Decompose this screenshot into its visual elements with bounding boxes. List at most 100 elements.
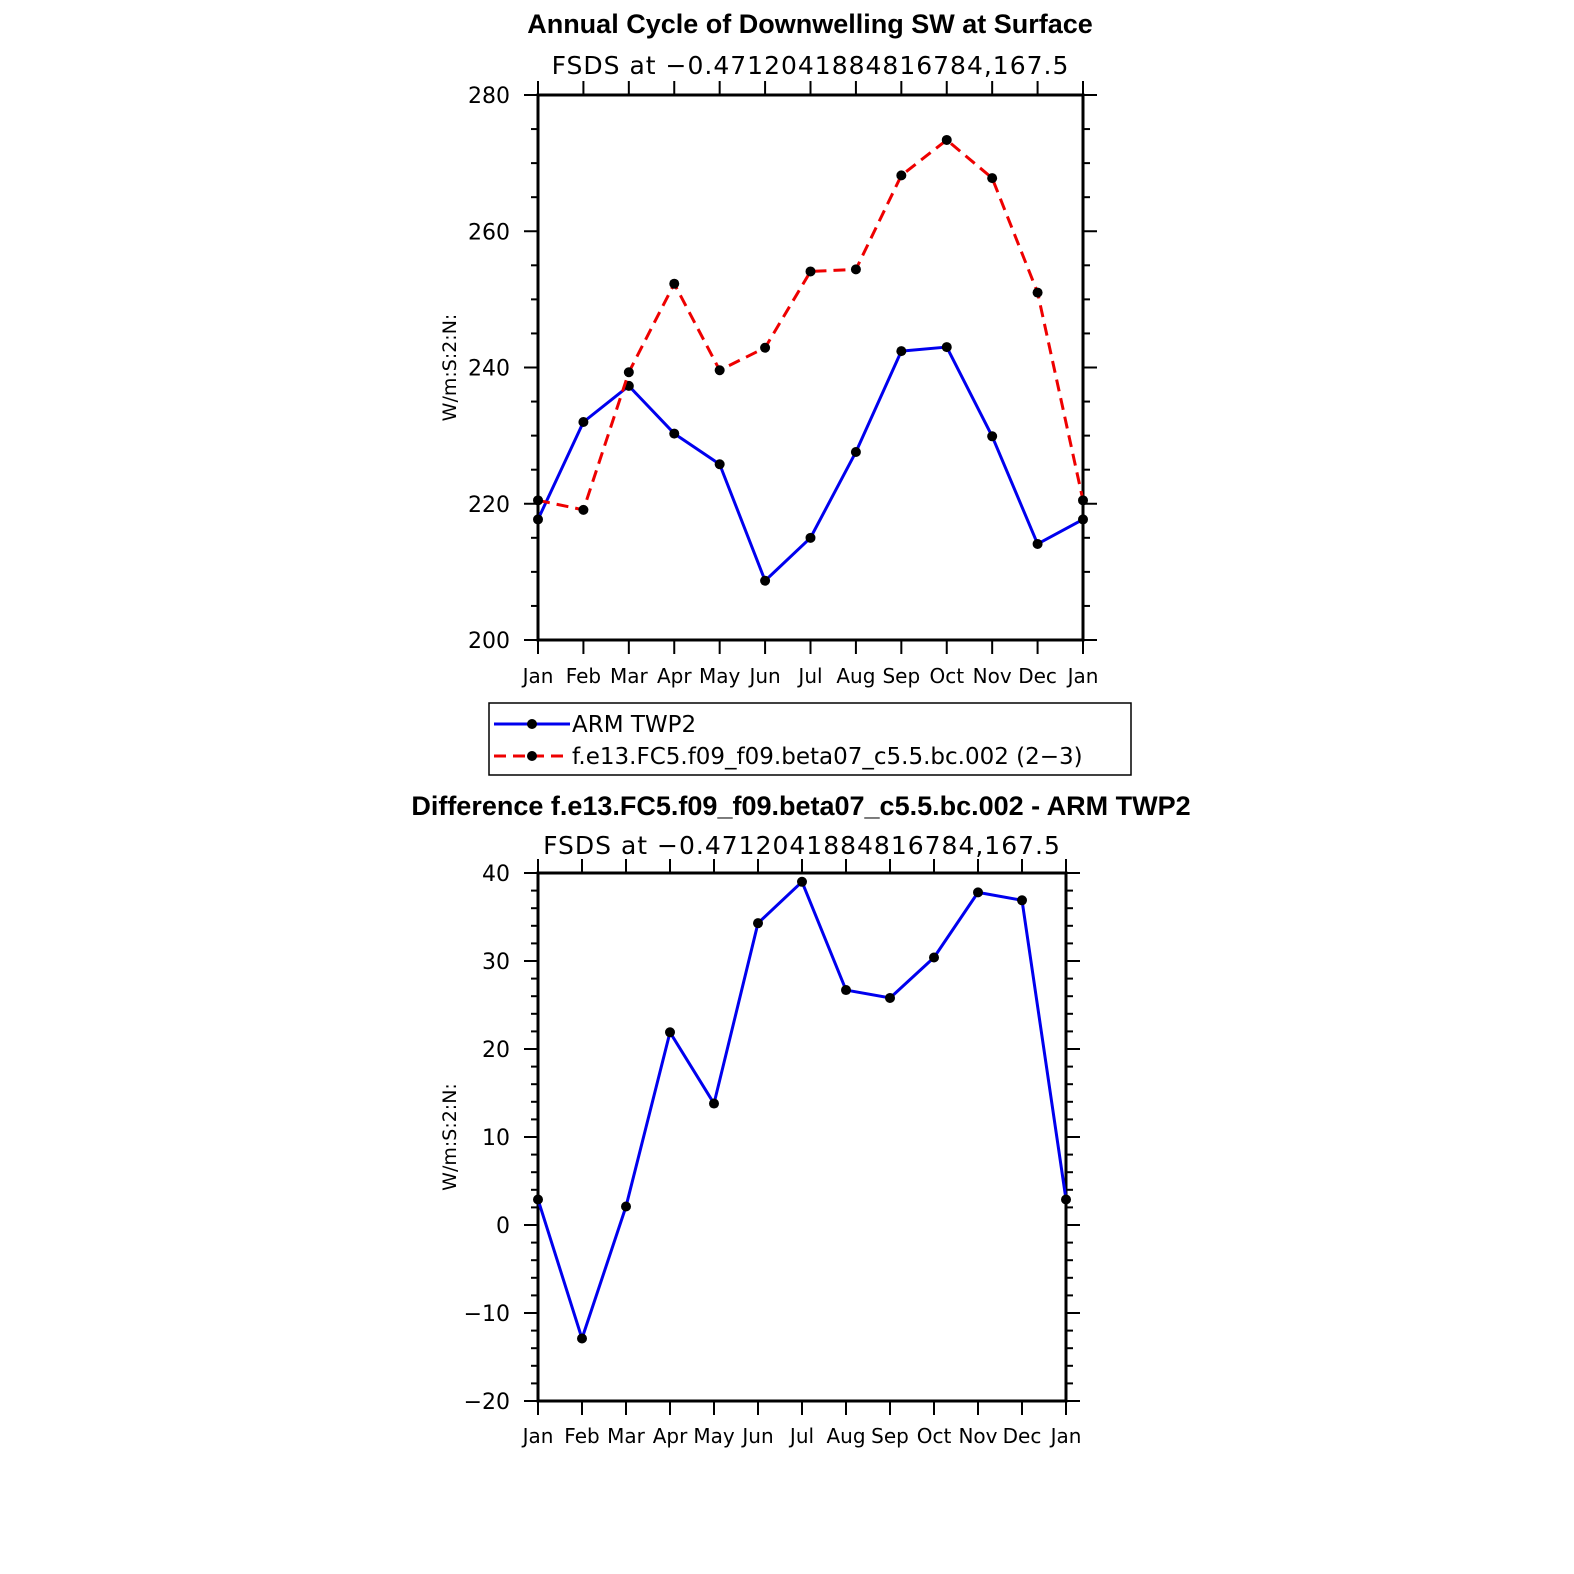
- data-point: [533, 514, 543, 525]
- series-0: [533, 342, 1088, 586]
- data-point: [753, 918, 763, 929]
- y-tick-label: 200: [468, 629, 510, 654]
- data-point: [577, 1333, 587, 1344]
- chart-title: Annual Cycle of Downwelling SW at Surfac…: [527, 9, 1093, 39]
- data-point: [669, 278, 680, 289]
- chart-subtitle: FSDS at −0.4712041884816784,167.5: [543, 831, 1061, 860]
- x-tick-label: Oct: [917, 1424, 952, 1448]
- y-tick-label: 260: [468, 220, 510, 245]
- series-line: [536, 880, 1068, 1341]
- x-tick-label: Mar: [607, 1424, 646, 1448]
- x-tick-label: Aug: [836, 664, 875, 688]
- y-tick-label: 30: [482, 950, 510, 975]
- data-point: [1017, 895, 1027, 906]
- plot-area: −20 −10 0 10 20 30 40 Jan Feb Mar Apr May Jun Jul Aug S…: [464, 859, 1082, 1448]
- x-tick-label: Jan: [521, 664, 554, 688]
- difference-panel: Difference f.e13.FC5.f09_f09.beta07_c5.5…: [411, 791, 1190, 1448]
- y-tick-label: −10: [464, 1302, 510, 1327]
- x-tick-label: Aug: [826, 1424, 865, 1448]
- x-tick-label: Dec: [1003, 1424, 1042, 1448]
- x-tick-label: Jan: [1066, 664, 1099, 688]
- legend-label-arm: ARM TWP2: [572, 712, 696, 738]
- x-tick-label: Feb: [564, 1424, 599, 1448]
- data-point: [987, 173, 998, 184]
- x-tick-label: Nov: [958, 1424, 997, 1448]
- x-tick-label: Jun: [747, 664, 780, 688]
- x-tick-label: Sep: [882, 664, 920, 688]
- data-point: [533, 495, 543, 506]
- data-point: [896, 346, 907, 357]
- data-point: [665, 1027, 675, 1038]
- series-1: [533, 134, 1088, 515]
- data-point: [578, 417, 589, 427]
- data-point: [1032, 538, 1043, 549]
- data-point: [885, 992, 895, 1003]
- data-point: [841, 985, 851, 996]
- legend-box: [488, 702, 1132, 776]
- y-tick-label: 20: [482, 1038, 510, 1063]
- y-tick-label: 0: [496, 1214, 510, 1239]
- data-point: [1032, 287, 1043, 298]
- data-point: [760, 342, 771, 353]
- data-point: [621, 1201, 631, 1212]
- x-tick-label: May: [693, 1424, 735, 1448]
- x-tick-label: Nov: [973, 664, 1012, 688]
- legend-marker-model: [527, 751, 537, 761]
- data-point: [850, 446, 861, 457]
- y-tick-label: 220: [468, 493, 510, 518]
- data-point: [714, 459, 725, 470]
- chart-subtitle: FSDS at −0.4712041884816784,167.5: [552, 51, 1070, 80]
- x-tick-label: Apr: [653, 1424, 688, 1448]
- x-tick-label: Feb: [566, 664, 601, 688]
- data-point: [850, 264, 861, 275]
- legend-marker-arm: [527, 719, 537, 729]
- data-point: [533, 1194, 543, 1205]
- data-point: [1078, 495, 1088, 506]
- annual-cycle-panel: Annual Cycle of Downwelling SW at Surfac…: [439, 9, 1098, 688]
- y-tick-label: 280: [468, 84, 510, 109]
- data-point: [709, 1098, 719, 1109]
- plot-frame: [536, 93, 1085, 642]
- legend-entry-arm: ARM TWP2: [494, 712, 696, 738]
- data-point: [669, 428, 680, 439]
- y-axis-label: W/m:S:2:N:: [439, 314, 461, 422]
- series-0: [533, 876, 1071, 1344]
- y-tick-label: 40: [482, 862, 510, 887]
- legend: ARM TWP2 f.e13.FC5.f09_f09.beta07_c5.5.b…: [488, 702, 1132, 776]
- data-point: [714, 365, 725, 376]
- chart-title: Difference f.e13.FC5.f09_f09.beta07_c5.5…: [411, 791, 1190, 821]
- x-tick-label: Jun: [740, 1424, 773, 1448]
- x-tick-label: Jul: [788, 1424, 814, 1448]
- data-point: [941, 134, 952, 145]
- x-tick-label: Apr: [657, 664, 692, 688]
- x-tick-label: Sep: [871, 1424, 909, 1448]
- y-tick-label: −20: [464, 1390, 510, 1415]
- data-point: [623, 367, 634, 378]
- x-tick-label: Jul: [796, 664, 822, 688]
- legend-label-model: f.e13.FC5.f09_f09.beta07_c5.5.bc.002 (2−…: [572, 744, 1083, 770]
- plot-area: 200 220 240 260 280 Jan Feb Mar Apr May Jun Jul Aug S…: [468, 81, 1098, 688]
- x-tick-label: Oct: [929, 664, 964, 688]
- x-tick-label: Dec: [1018, 664, 1057, 688]
- x-tick-label: May: [699, 664, 741, 688]
- data-point: [941, 342, 952, 353]
- data-point: [929, 952, 939, 963]
- y-axis-label: W/m:S:2:N:: [439, 1083, 461, 1191]
- data-point: [896, 170, 907, 181]
- data-point: [1078, 514, 1088, 525]
- data-point: [1061, 1194, 1071, 1205]
- y-tick-label: 240: [468, 357, 510, 382]
- data-point: [578, 504, 589, 515]
- data-point: [797, 876, 807, 887]
- x-tick-label: Jan: [1049, 1424, 1082, 1448]
- x-tick-label: Jan: [521, 1424, 554, 1448]
- series-line: [536, 345, 1084, 583]
- legend-entry-model: f.e13.FC5.f09_f09.beta07_c5.5.bc.002 (2−…: [494, 744, 1083, 770]
- data-point: [987, 431, 998, 442]
- data-point: [973, 887, 983, 898]
- x-tick-label: Mar: [610, 664, 649, 688]
- data-point: [805, 266, 816, 277]
- data-point: [760, 575, 771, 586]
- y-tick-label: 10: [482, 1126, 510, 1151]
